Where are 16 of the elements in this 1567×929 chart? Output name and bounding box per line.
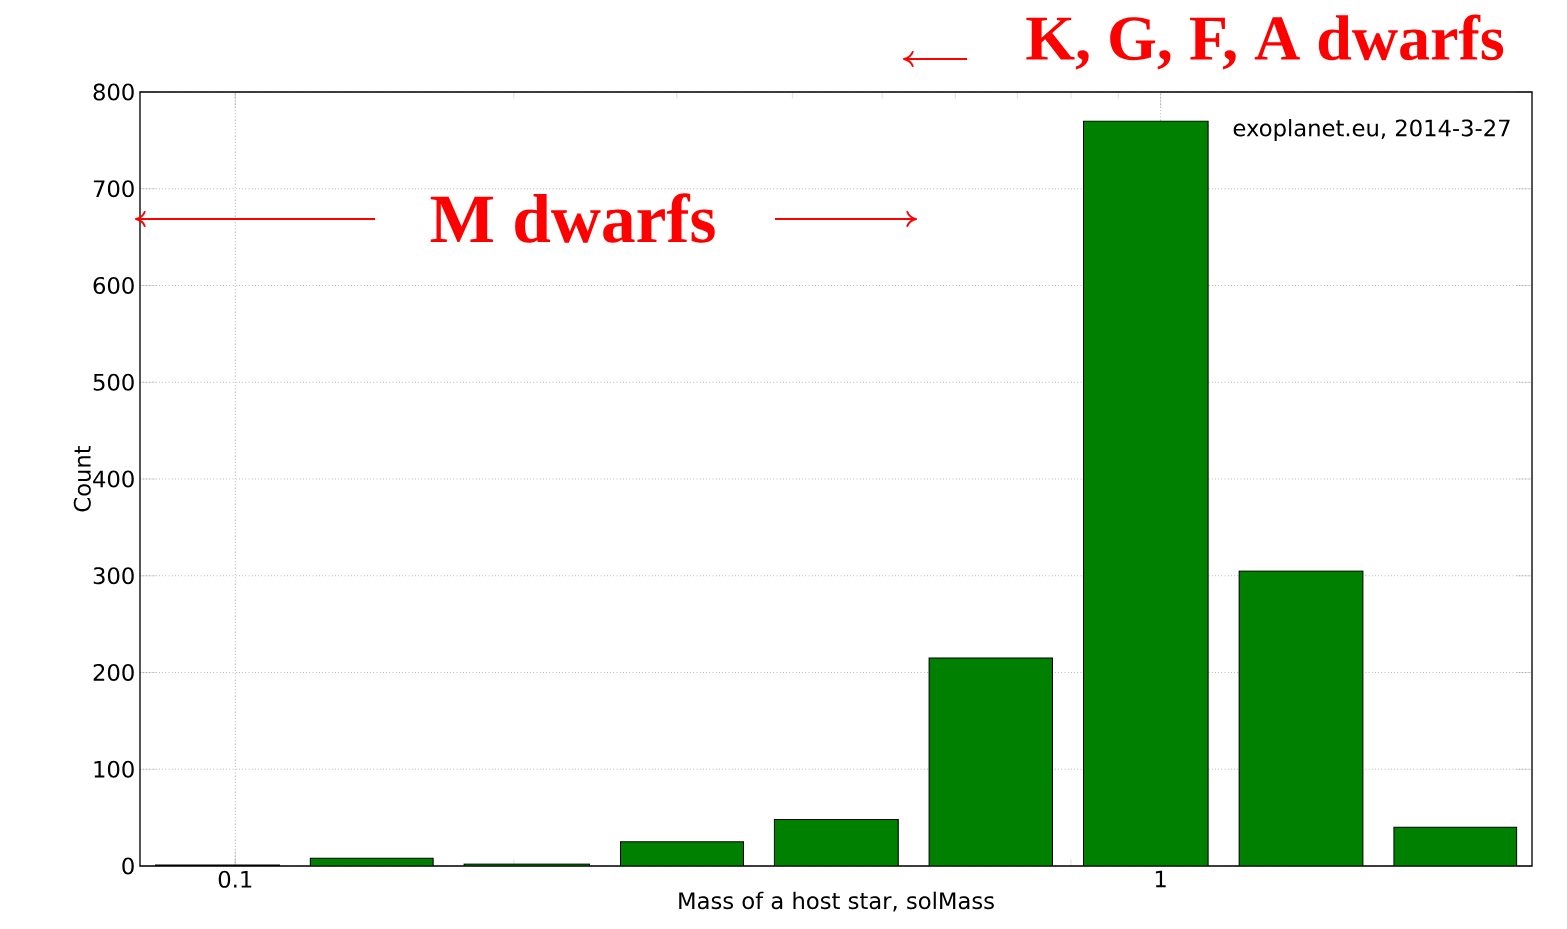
y-tick-label: 100 xyxy=(94,760,134,778)
y-tick-label: 300 xyxy=(93,567,134,585)
x-tick-label: 1 xyxy=(1155,870,1166,888)
y-tick-label: 500 xyxy=(93,373,134,391)
text: K, G, F, A dwarfs xyxy=(1026,14,1504,70)
annotation: M dwarfs xyxy=(430,193,715,243)
y-tick-label: 600 xyxy=(93,276,134,295)
y-tick-label: 0 xyxy=(122,857,134,875)
y-tick-label: 700 xyxy=(93,180,134,198)
x-tick-label: 0.1 xyxy=(218,870,252,888)
y-tick-label: 200 xyxy=(93,663,134,682)
annotation: exoplanet.eu, 2014-3-27 xyxy=(1233,119,1510,141)
y-tick-label: 800 xyxy=(93,83,134,101)
y-axis-title: Count xyxy=(73,445,91,512)
y-tick-label: 400 xyxy=(93,470,134,488)
x-axis-title: Mass of a host star, solMass xyxy=(679,891,994,912)
